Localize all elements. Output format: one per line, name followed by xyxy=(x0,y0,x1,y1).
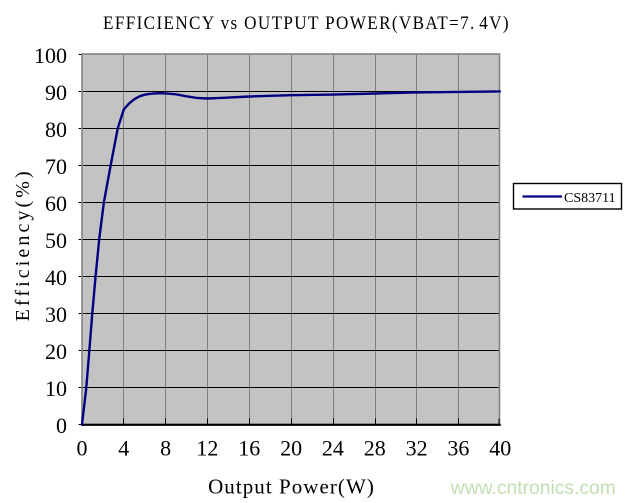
svg-text:20: 20 xyxy=(45,339,67,364)
svg-text:70: 70 xyxy=(45,154,67,179)
svg-text:32: 32 xyxy=(406,435,428,460)
svg-text:40: 40 xyxy=(489,435,511,460)
svg-text:CS83711: CS83711 xyxy=(564,191,616,206)
svg-text:0: 0 xyxy=(56,413,67,438)
svg-text:30: 30 xyxy=(45,302,67,327)
svg-text:20: 20 xyxy=(280,435,302,460)
svg-text:8: 8 xyxy=(160,435,171,460)
svg-text:16: 16 xyxy=(238,435,260,460)
svg-text:www.cntronics.com: www.cntronics.com xyxy=(450,478,616,499)
svg-text:10: 10 xyxy=(45,376,67,401)
svg-text:12: 12 xyxy=(196,435,218,460)
svg-text:Output Power(W): Output Power(W) xyxy=(208,475,375,499)
svg-text:90: 90 xyxy=(45,80,67,105)
svg-text:40: 40 xyxy=(45,265,67,290)
svg-text:100: 100 xyxy=(34,43,67,68)
svg-text:28: 28 xyxy=(364,435,386,460)
svg-text:0: 0 xyxy=(77,435,88,460)
svg-text:80: 80 xyxy=(45,117,67,142)
svg-text:24: 24 xyxy=(322,435,344,460)
svg-text:36: 36 xyxy=(447,435,469,460)
svg-text:50: 50 xyxy=(45,228,67,253)
svg-text:4: 4 xyxy=(118,435,129,460)
svg-text:EFFICIENCY vs OUTPUT POWER(VBA: EFFICIENCY vs OUTPUT POWER(VBAT=7. 4V) xyxy=(103,12,510,34)
svg-text:60: 60 xyxy=(45,191,67,216)
svg-text:Efficiency(%): Efficiency(%) xyxy=(12,168,34,321)
